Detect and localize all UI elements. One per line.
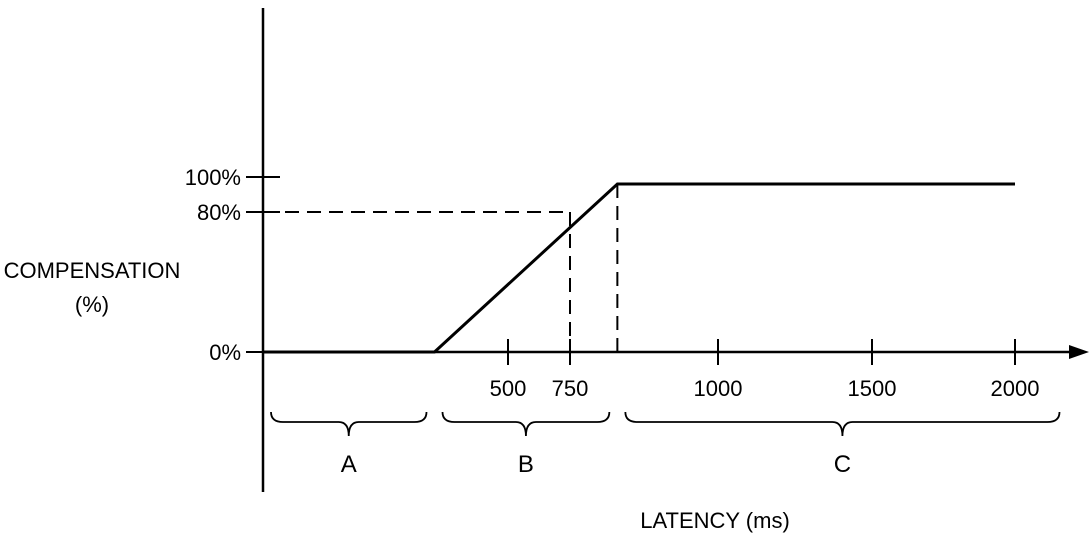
series-layer bbox=[263, 182, 1015, 354]
x-tick-label: 1000 bbox=[694, 376, 743, 401]
region-brace bbox=[270, 411, 428, 437]
x-tick-label: 1500 bbox=[848, 376, 897, 401]
region-label: C bbox=[834, 451, 851, 478]
compensation-curve bbox=[263, 182, 1015, 354]
x-tick-label: 2000 bbox=[991, 376, 1040, 401]
y-tick-label: 80% bbox=[197, 200, 241, 225]
x-axis-label: LATENCY (ms) bbox=[640, 508, 790, 533]
ticks: 0% 80% 100% 500 750 1000 1500 2000 bbox=[185, 165, 1040, 401]
x-tick-label: 500 bbox=[490, 376, 527, 401]
region-brace bbox=[441, 411, 611, 437]
region-label: B bbox=[518, 451, 534, 478]
region-label: A bbox=[341, 451, 357, 478]
x-axis-arrowhead bbox=[1069, 345, 1089, 359]
axes bbox=[261, 8, 1089, 492]
region-braces: A B C bbox=[270, 411, 1061, 478]
y-tick-label: 100% bbox=[185, 165, 241, 190]
reference-lines bbox=[263, 184, 619, 352]
y-axis-label-line2: (%) bbox=[75, 292, 109, 317]
x-tick-label: 750 bbox=[552, 376, 589, 401]
region-brace bbox=[624, 411, 1061, 437]
y-axis-label-line1: COMPENSATION bbox=[4, 258, 181, 283]
y-tick-label: 0% bbox=[209, 340, 241, 365]
